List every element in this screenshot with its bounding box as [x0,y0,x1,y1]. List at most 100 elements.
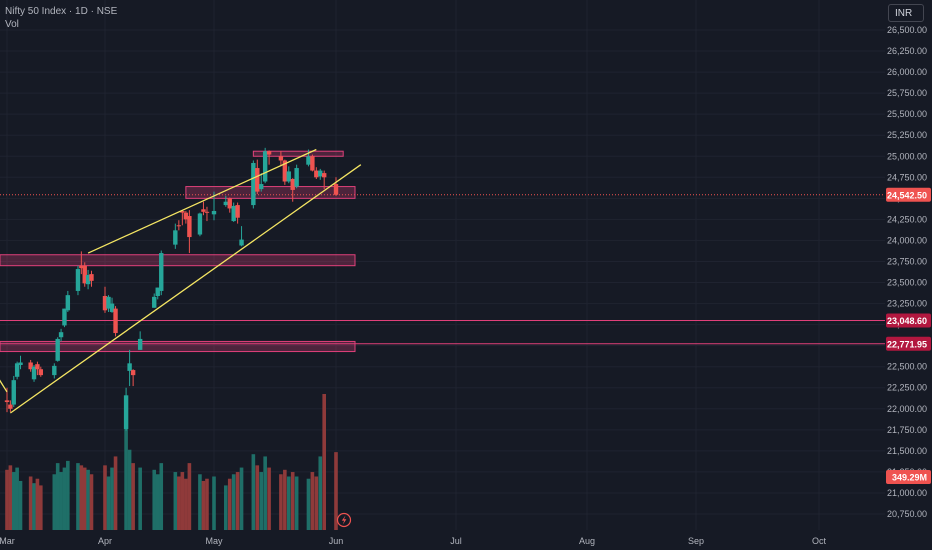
time-tick-label: Aug [579,536,595,546]
price-tag-label: 24,542.50 [887,190,927,200]
zone-box [185,186,356,199]
volume-bar [263,456,267,530]
candle-body [159,253,164,291]
volume-bar [103,465,107,530]
candle-body [227,198,232,209]
price-tick-label: 22,250.00 [887,383,927,393]
price-tick-label: 25,500.00 [887,109,927,119]
price-tick-label: 23,750.00 [887,256,927,266]
price-tag-box [886,187,931,202]
volume-bar [15,467,19,530]
time-tick-label: May [205,536,223,546]
currency-button[interactable]: INR [888,4,924,22]
candle-body [4,400,10,403]
candle-body [321,173,327,178]
volume-bar [259,472,264,530]
candle-body [176,225,182,227]
volume-bar [187,463,192,530]
volume-bar [5,469,9,530]
candle-body [113,308,118,334]
candle-body [52,365,57,376]
volume-bar [279,474,283,530]
candle-body [310,156,315,171]
price-level-lines [0,194,885,345]
price-tag-box [886,336,931,351]
candle-body [130,370,136,376]
candle-body [259,184,264,190]
volume-bar [11,472,16,530]
volume-bar [318,456,323,530]
volume-bar [59,472,63,530]
price-tick-label: 21,500.00 [887,446,927,456]
candle-body [123,395,129,429]
candle-body [286,171,291,182]
price-tick-label: 25,000.00 [887,151,927,161]
volume-bar [177,476,181,530]
candle-body [82,265,87,284]
volume-bar [283,469,287,530]
candle-body [251,162,256,206]
price-tick-label: 25,750.00 [887,88,927,98]
candle-body [38,369,43,376]
candlesticks [4,147,339,431]
volume-bar [180,472,185,530]
candle-body [282,160,288,182]
candle-body [333,184,339,195]
time-tick-label: Apr [98,536,112,546]
volume-tag-box [886,470,931,484]
candle-body [55,338,60,361]
volume-bar [52,474,57,530]
price-tags: 24,542.50 23,048.60 22,771.95 349.29M [886,187,931,484]
candle-body [235,205,240,218]
time-axis[interactable]: Mar Apr May Jun Jul Aug Sep Oct [0,536,826,546]
grid-lines [0,0,885,530]
volume-bar [82,467,87,530]
volume-bar [290,472,295,530]
volume-label[interactable]: Vol [5,19,19,30]
time-tick-label: Jul [450,536,462,546]
volume-bar [62,467,67,530]
candle-body [65,295,71,311]
candle-body [255,168,260,192]
volume-bar [131,463,135,530]
volume-bar [173,472,178,530]
candle-body [231,205,236,222]
volume-bar [322,394,326,530]
volume-bar [152,469,157,530]
zone-box [0,340,356,353]
volume-bars [5,394,338,530]
replay-icon[interactable] [336,512,352,528]
volume-bar [38,485,43,530]
candle-body [314,170,319,178]
volume-bar [159,463,164,530]
candle-body [155,287,160,296]
volume-bar [306,478,311,530]
volume-bar [18,480,23,530]
candle-body [180,210,185,213]
time-tick-label: Sep [688,536,704,546]
candle-body [58,332,64,338]
candle-body [137,338,143,350]
candle-body [75,269,81,291]
price-axis[interactable]: 26,500.00 26,250.00 26,000.00 25,750.00 25,5… [887,25,927,519]
price-tick-label: 24,000.00 [887,235,927,245]
volume-bar [106,476,111,530]
symbol-title[interactable]: Nifty 50 Index · 1D · NSE [5,6,118,17]
price-tick-label: 26,250.00 [887,46,927,56]
time-tick-label: Oct [812,536,827,546]
price-tag-label: 23,048.60 [887,316,927,326]
trendline [10,164,362,414]
volume-bar [79,465,84,530]
volume-bar [286,476,291,530]
candle-body [79,265,84,269]
price-tick-label: 20,750.00 [887,509,927,519]
volume-bar [89,474,94,530]
volume-bar [110,467,114,530]
volume-bar [138,467,142,530]
price-tick-label: 23,500.00 [887,278,927,288]
candle-body [266,151,272,155]
zone-boxes [0,150,356,353]
price-tag-box [886,313,931,328]
price-tag-label: 22,771.95 [887,339,927,349]
